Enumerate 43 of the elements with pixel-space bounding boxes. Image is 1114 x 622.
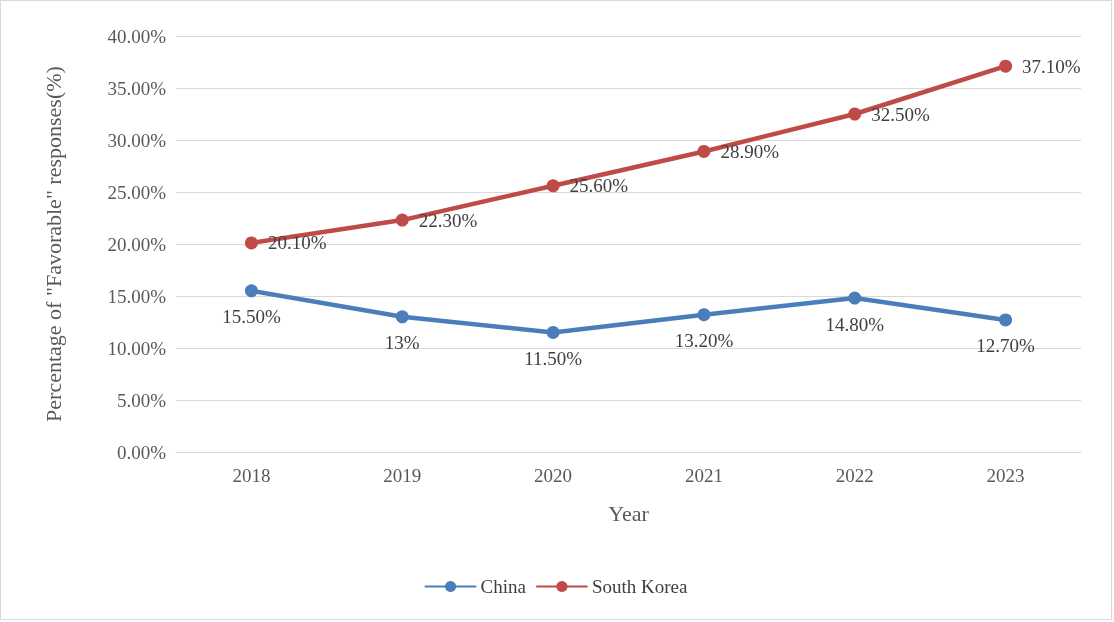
- point: [546, 325, 560, 339]
- point: [244, 284, 258, 298]
- data-label: 11.50%: [524, 347, 583, 369]
- point: [848, 107, 862, 121]
- x-tick-label: 2020: [534, 465, 573, 486]
- point: [546, 179, 560, 193]
- y-tick-label: 5.00%: [116, 389, 167, 411]
- x-tick-label: 2018: [232, 465, 271, 486]
- data-label: 22.30%: [418, 209, 478, 231]
- point: [244, 236, 258, 250]
- data-label: 28.90%: [720, 140, 780, 162]
- y-tick-label: 10.00%: [107, 337, 167, 359]
- point: [999, 59, 1013, 73]
- point: [999, 313, 1013, 327]
- point: [848, 291, 862, 305]
- data-label: 25.60%: [569, 175, 629, 197]
- point: [697, 308, 711, 322]
- x-tick-label: 2019: [383, 465, 422, 486]
- y-tick-label: 25.00%: [107, 181, 167, 203]
- data-label: 12.70%: [976, 335, 1036, 357]
- data-label: 32.50%: [871, 103, 930, 125]
- y-axis-title: Percentage of "Favorable" responses(%): [40, 66, 66, 422]
- y-tick-label: 30.00%: [107, 129, 167, 151]
- x-axis-title: Year: [608, 500, 650, 526]
- y-tick-label: 40.00%: [107, 25, 167, 47]
- legend-label: South Korea: [591, 576, 689, 597]
- point: [697, 144, 711, 158]
- data-label: 13%: [384, 332, 420, 354]
- data-label: 15.50%: [222, 306, 281, 328]
- y-tick-label: 0.00%: [116, 441, 167, 463]
- data-label: 14.80%: [825, 313, 885, 335]
- y-tick-label: 20.00%: [107, 233, 167, 255]
- data-label: 13.20%: [674, 330, 734, 352]
- data-label: 37.10%: [1022, 55, 1081, 77]
- point: [395, 213, 409, 227]
- x-tick-label: 2022: [835, 465, 874, 486]
- x-tick-label: 2023: [986, 465, 1025, 486]
- x-tick-label: 2021: [684, 465, 723, 486]
- point: [395, 310, 409, 324]
- data-label: 20.10%: [267, 232, 327, 254]
- y-tick-label: 35.00%: [107, 77, 167, 99]
- legend-label: China: [480, 576, 527, 597]
- y-tick-label: 15.00%: [107, 285, 167, 307]
